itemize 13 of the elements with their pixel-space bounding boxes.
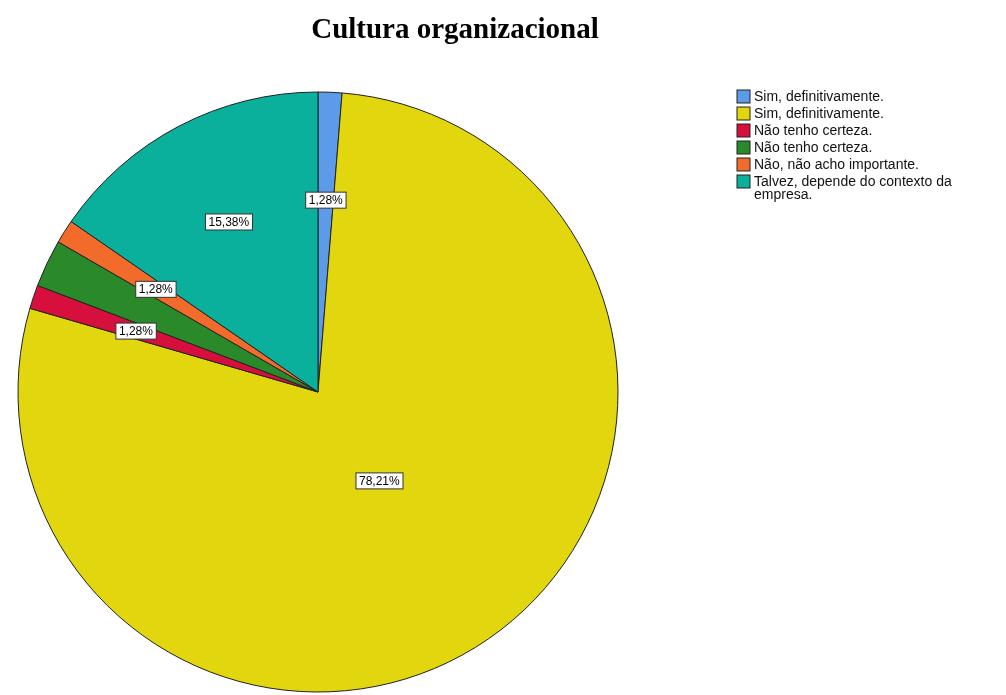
legend-label: Sim, definitivamente. [754,105,884,121]
data-label: 15,38% [208,214,250,229]
legend-label: Não tenho certeza. [754,139,873,155]
data-label: 78,21% [358,473,400,488]
legend-label: Talvez, depende do contexto da empresa. [754,173,952,202]
legend-label: Sim, definitivamente. [754,88,884,104]
chart-title: Cultura organizacional [311,12,599,44]
data-label: 1,28% [118,324,154,339]
legend-label: Não tenho certeza. [754,122,873,138]
data-label: 1,28% [138,282,174,297]
legend-label: Não, não acho importante. [754,156,919,172]
data-label: 1,28% [308,193,344,208]
pie-slice [17,92,618,693]
